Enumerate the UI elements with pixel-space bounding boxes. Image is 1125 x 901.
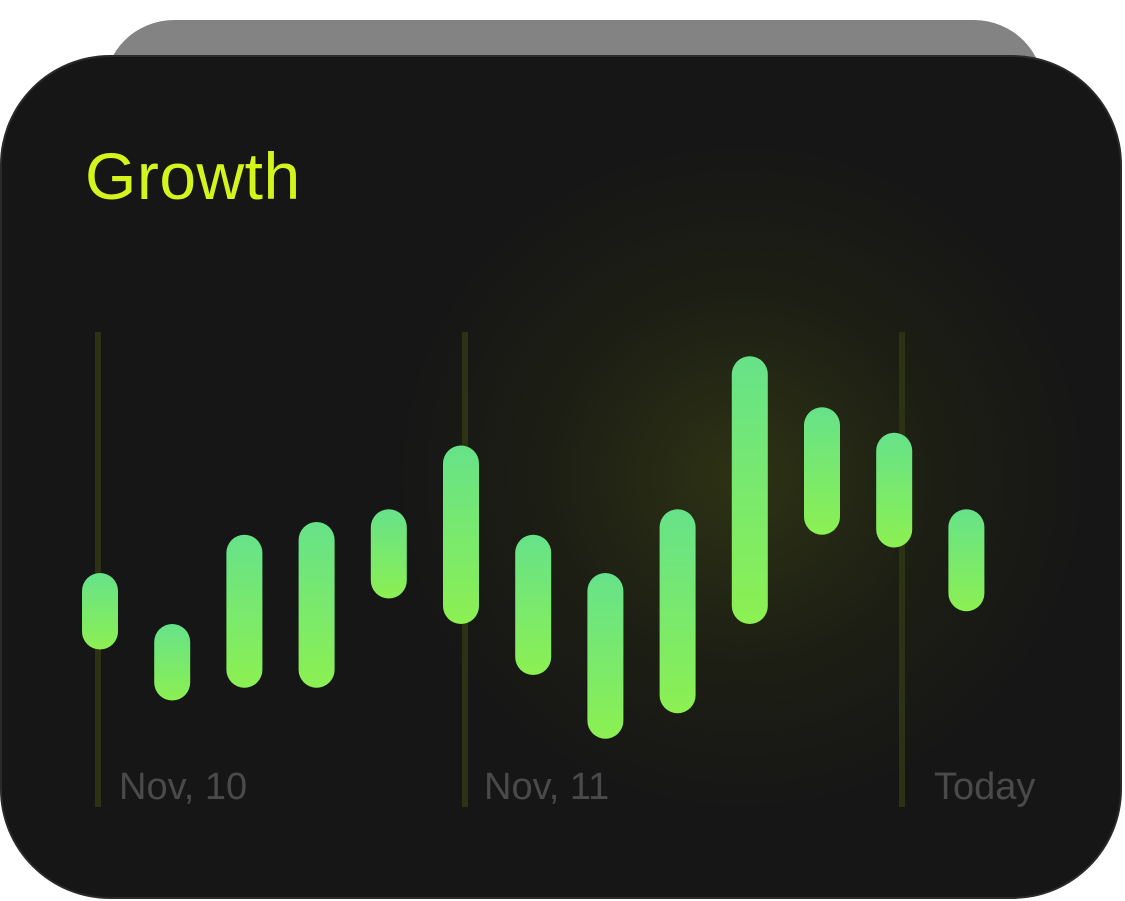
card-title: Growth [85,139,301,213]
growth-card: Growth Nov, 10 Nov, 11 Today [2,57,1120,897]
date-marker-line [95,332,101,807]
range-bar [876,432,913,548]
range-bar [370,509,407,599]
range-bar [948,509,985,612]
range-bar [443,445,479,624]
date-marker-line [899,332,905,807]
range-bar [82,573,118,650]
x-axis-label: Nov, 11 [484,766,609,808]
x-axis-label: Nov, 10 [119,766,247,808]
range-bar [298,522,335,688]
range-bar [515,534,552,675]
range-bar [731,356,768,624]
bar-series [82,356,985,739]
x-axis-label: Today [934,766,1035,808]
range-bar [226,534,263,688]
date-marker-lines [95,332,905,807]
range-bar [154,624,191,701]
x-axis-labels: Nov, 10 Nov, 11 Today [119,766,1035,808]
growth-chart: Nov, 10 Nov, 11 Today [82,332,1035,808]
range-bar [659,509,696,714]
range-bar [587,573,624,739]
range-bar [804,407,840,535]
